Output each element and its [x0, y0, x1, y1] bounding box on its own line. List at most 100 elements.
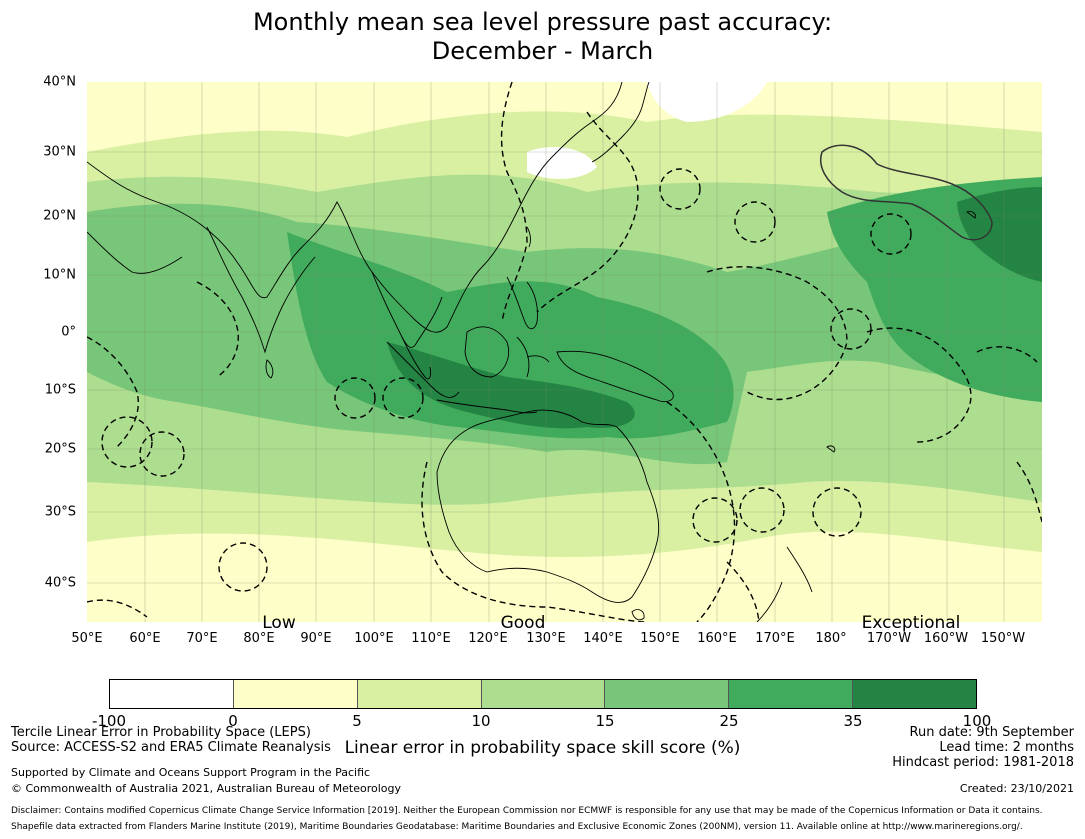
lon-label-160e: 160°E	[697, 631, 737, 646]
coast-borneo	[464, 326, 510, 378]
coastlines	[87, 82, 976, 622]
lat-label-10n: 10°N	[43, 267, 76, 283]
eez-pacific-3	[976, 346, 1038, 363]
eez-circle-3	[870, 213, 912, 255]
lon-label-170e: 170°E	[755, 631, 795, 646]
map-canvas	[87, 82, 1042, 622]
supported-text: Supported by Climate and Oceans Support …	[11, 766, 371, 779]
title-line-2: December - March	[431, 37, 654, 65]
lon-label-170w: 170°W	[866, 631, 912, 646]
lon-label-160w: 160°W	[923, 631, 969, 646]
coast-fiji	[826, 445, 836, 453]
lon-label-110e: 110°E	[411, 631, 451, 646]
lead-time-text: Lead time: 2 months	[939, 740, 1074, 755]
coast-tasmania	[631, 609, 645, 621]
coast-arabia	[87, 231, 183, 274]
lon-label-80e: 80°E	[243, 631, 275, 646]
coast-newzealand	[756, 546, 813, 622]
skill-region-35-100	[387, 342, 635, 429]
eez-circle-5	[334, 377, 376, 419]
eez-boundaries	[87, 82, 1042, 622]
coast-taiwan	[526, 226, 531, 248]
coast-japan	[591, 82, 650, 163]
copyright-text: © Commonwealth of Australia 2021, Austra…	[11, 782, 401, 795]
lat-label-40s: 40°S	[44, 575, 76, 591]
chart-title: Monthly mean sea level pressure past acc…	[0, 8, 1085, 66]
coast-india	[206, 226, 316, 354]
lon-label-150e: 150°E	[640, 631, 680, 646]
eez-south-2	[726, 561, 760, 622]
skill-region-negative-2	[527, 147, 597, 179]
colorbar-tick-100: 100	[962, 712, 992, 730]
skill-label-good: Good	[500, 613, 546, 633]
colorbar-segment-15-25	[605, 680, 730, 708]
coast-sumatra	[386, 341, 460, 398]
skill-region-negative-1	[647, 82, 767, 122]
eez-circle-6	[382, 377, 424, 419]
skill-label-exceptional: Exceptional	[861, 613, 961, 633]
colorbar-tick-0: 0	[228, 712, 238, 730]
skill-region-35-100-pacific	[957, 187, 1042, 282]
lon-label-100e: 100°E	[354, 631, 394, 646]
coast-philippines	[506, 276, 538, 330]
title-line-1: Monthly mean sea level pressure past acc…	[252, 8, 833, 36]
eez-boundary-1	[500, 82, 528, 323]
colorbar-segment-0-5	[233, 680, 358, 708]
eez-circle-4	[830, 308, 872, 350]
lat-label-0: 0°	[61, 324, 76, 340]
colorbar-label: Linear error in probability space skill …	[344, 738, 741, 758]
eez-circle-12	[692, 497, 738, 543]
eez-pacific-1	[706, 266, 848, 401]
coast-hawaii	[966, 211, 976, 219]
eez-pacific-2	[866, 327, 972, 443]
coast-indochina	[371, 271, 443, 348]
skill-label-low: Low	[262, 613, 296, 633]
run-date-text: Run date: 9th September	[909, 725, 1074, 740]
coast-australia	[436, 409, 660, 603]
colorbar-segment-25-35	[729, 680, 854, 708]
hawaii-outline	[820, 144, 993, 241]
eez-indian-2	[196, 281, 239, 378]
lat-label-10s: 10°S	[44, 382, 76, 398]
eez-indian-1	[87, 336, 139, 448]
eez-circle-8	[101, 416, 153, 468]
lat-label-20s: 20°S	[44, 441, 76, 457]
coast-java	[436, 399, 538, 414]
eez-east-1	[1016, 461, 1042, 523]
lat-label-30s: 30°S	[44, 504, 76, 520]
lat-label-20n: 20°N	[43, 208, 76, 224]
eez-circle-1	[659, 168, 701, 210]
eez-circle-2	[734, 201, 776, 243]
coast-asia	[87, 82, 623, 333]
hindcast-text: Hindcast period: 1981-2018	[892, 755, 1074, 770]
eez-south-1	[87, 599, 148, 618]
lon-label-180: 180°	[815, 631, 847, 646]
lon-label-140e: 140°E	[583, 631, 623, 646]
lon-label-130e: 130°E	[526, 631, 566, 646]
coast-sulawesi	[516, 336, 550, 378]
colorbar-segment-35-100	[853, 680, 977, 708]
created-text: Created: 23/10/2021	[959, 782, 1074, 795]
eez-circle-7	[218, 542, 268, 592]
colorbar-segment-5-10	[357, 680, 482, 708]
eez-circle-11	[812, 487, 862, 537]
disclaimer-text: Disclaimer: Contains modified Copernicus…	[11, 806, 1043, 816]
eez-circle-9	[139, 431, 185, 477]
lat-label-30n: 30°N	[43, 144, 76, 160]
lon-label-150w: 150°W	[980, 631, 1026, 646]
coast-srilanka	[265, 359, 274, 379]
coast-malay	[401, 336, 432, 380]
colorbar-tick-35: 35	[843, 712, 863, 730]
leps-text: Tercile Linear Error in Probability Spac…	[11, 725, 311, 740]
lon-label-70e: 70°E	[186, 631, 218, 646]
coast-newguinea	[556, 350, 674, 403]
graticule	[87, 82, 1042, 622]
colorbar-tick-5: 5	[352, 712, 362, 730]
skill-map	[87, 82, 1042, 622]
lat-label-40n: 40°N	[43, 74, 76, 90]
colorbar-tick-25: 25	[719, 712, 739, 730]
skill-region-25-35	[287, 232, 734, 439]
lon-label-60e: 60°E	[129, 631, 161, 646]
source-text: Source: ACCESS-S2 and ERA5 Climate Reana…	[11, 740, 331, 755]
colorbar-segment-10-15	[481, 680, 606, 708]
